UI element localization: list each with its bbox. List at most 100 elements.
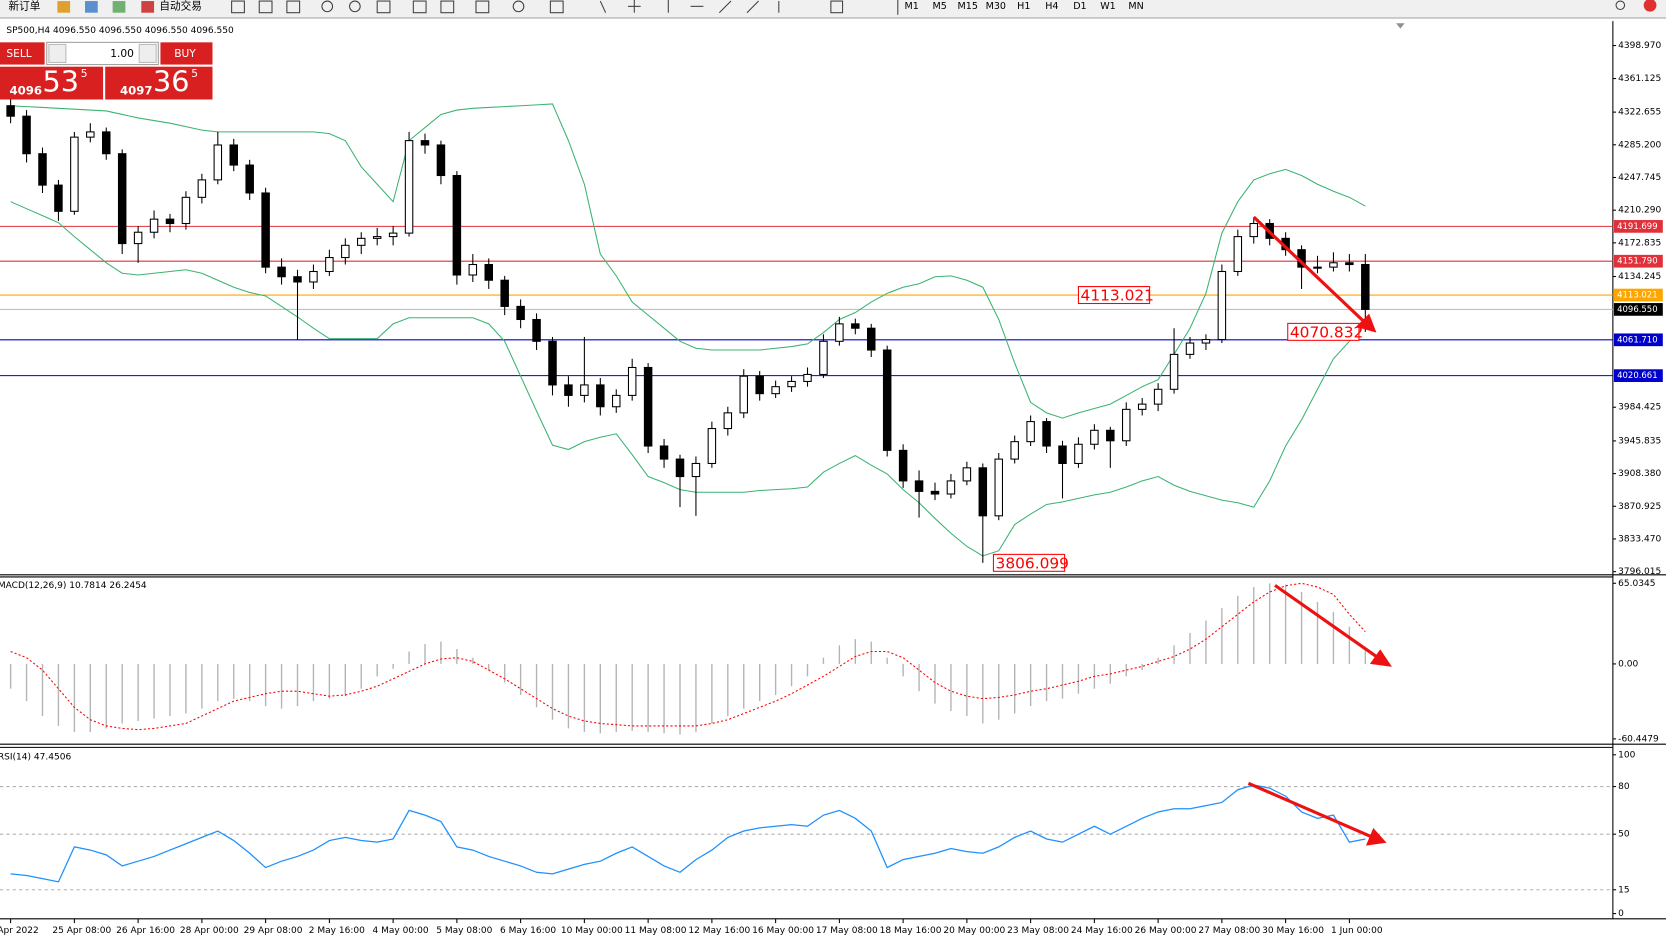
- timeframe-button[interactable]: H1: [1017, 1, 1030, 12]
- ask-box[interactable]: [105, 66, 213, 100]
- toolbar-icon[interactable]: [286, 0, 301, 14]
- candle-body: [404, 140, 414, 234]
- timeframe-button[interactable]: M5: [933, 1, 947, 12]
- candle-body: [1169, 353, 1179, 390]
- y-tick-label: 4134.245: [1618, 272, 1661, 282]
- search-icon[interactable]: [1615, 0, 1626, 11]
- buy-button[interactable]: [160, 42, 213, 65]
- candle-body: [803, 373, 812, 382]
- bid-box[interactable]: [0, 66, 104, 100]
- price-line-label-bg: [1613, 220, 1663, 233]
- x-tick-label: Apr 2022: [0, 926, 39, 936]
- sell-button[interactable]: [0, 42, 45, 65]
- candle-body: [882, 349, 892, 451]
- toolbar-icon[interactable]: [599, 0, 607, 13]
- toolbar-icon[interactable]: [412, 0, 427, 14]
- candle-body: [564, 384, 573, 396]
- candle-body: [245, 164, 254, 194]
- notification-icon[interactable]: [1643, 0, 1657, 12]
- candle-body: [70, 136, 79, 212]
- toolbar-icon[interactable]: [746, 0, 760, 14]
- toolbar-icon[interactable]: [321, 0, 334, 13]
- lot-down[interactable]: [48, 43, 67, 63]
- timeframe-button[interactable]: M15: [958, 1, 978, 12]
- candle-body: [580, 384, 589, 396]
- x-tick-label: 28 Apr 00:00: [180, 926, 239, 936]
- candle-body: [1058, 445, 1067, 464]
- trend-arrow: [1274, 584, 1381, 660]
- toolbar-icon[interactable]: [258, 0, 273, 14]
- toolbar-icon[interactable]: [349, 0, 361, 13]
- lot-value: 1.00: [110, 48, 134, 60]
- y-tick-label: 4285.200: [1618, 140, 1661, 150]
- toolbar-icon[interactable]: [549, 0, 564, 14]
- y-tick-label: 4361.125: [1618, 74, 1661, 84]
- arrow-head: [1365, 828, 1387, 846]
- candle-body: [548, 340, 557, 386]
- lot-input[interactable]: [46, 41, 159, 66]
- new-order-button[interactable]: 新订单: [9, 0, 41, 12]
- timeframe-button[interactable]: M30: [986, 1, 1006, 12]
- price-annotation-box: [1287, 322, 1360, 341]
- candle-body: [675, 458, 685, 478]
- candle-body: [914, 480, 924, 492]
- macd-label: MACD(12,26,9) 10.7814 26.2454: [0, 581, 147, 591]
- timeframe-button[interactable]: H4: [1045, 1, 1058, 12]
- bid-small: 5: [81, 68, 88, 80]
- arrow-head: [1355, 313, 1377, 333]
- x-tick-label: 18 May 16:00: [880, 926, 942, 936]
- candle-body: [452, 174, 462, 276]
- toolbar-icon[interactable]: [440, 0, 455, 14]
- x-tick-label: 2 May 16:00: [309, 926, 365, 936]
- candle-body: [516, 305, 525, 321]
- toolbar-icon[interactable]: [376, 0, 391, 14]
- candle-body: [165, 218, 175, 225]
- lot-up[interactable]: [138, 43, 157, 63]
- candle-body: [946, 480, 956, 495]
- toolbar-icon[interactable]: [512, 0, 525, 13]
- x-tick-label: 29 Apr 08:00: [244, 926, 303, 936]
- auto-trading-icon[interactable]: [141, 1, 155, 13]
- toolbar-icon[interactable]: [57, 1, 71, 13]
- timeframe-button[interactable]: W1: [1100, 1, 1116, 12]
- x-tick-label: 26 Apr 16:00: [116, 926, 175, 936]
- toolbar-icon[interactable]: [830, 0, 844, 14]
- timeframe-button[interactable]: D1: [1073, 1, 1086, 12]
- toolbar-icon[interactable]: [112, 1, 126, 13]
- auto-trading-button[interactable]: 自动交易: [159, 0, 201, 12]
- candle-body: [819, 340, 828, 375]
- toolbar-icon[interactable]: [718, 0, 732, 14]
- buy-label: BUY: [174, 48, 196, 60]
- candle-body: [117, 153, 127, 245]
- candle-body: [930, 490, 940, 495]
- toolbar-icon[interactable]: [475, 0, 490, 14]
- candle-body: [261, 192, 270, 268]
- x-tick-label: 26 May 00:00: [1135, 926, 1197, 936]
- candle-body: [787, 380, 796, 388]
- candle-body: [1090, 429, 1099, 445]
- y-tick-label: 4210.290: [1618, 206, 1661, 216]
- candle-body: [102, 131, 111, 155]
- toolbar: 新订单 自动交易: [0, 0, 1666, 19]
- candle-body: [1185, 342, 1195, 355]
- candle-body: [197, 179, 207, 198]
- candle-body: [149, 218, 159, 233]
- x-tick-label: 10 May 00:00: [561, 926, 623, 936]
- timeframe-button[interactable]: M1: [904, 1, 918, 12]
- candle-body: [851, 323, 860, 329]
- y-tick-label: 4247.745: [1618, 173, 1661, 183]
- ask-small: 5: [191, 68, 198, 80]
- y-tick-label: 3984.425: [1618, 403, 1661, 413]
- y-tick-label: 3908.380: [1618, 469, 1661, 479]
- timeframe-button[interactable]: MN: [1128, 1, 1143, 12]
- candle-body: [468, 263, 478, 276]
- candle-body: [277, 266, 286, 278]
- ask-main: 36: [153, 65, 190, 99]
- candle-body: [1249, 222, 1258, 238]
- chart-panes: [0, 21, 1666, 920]
- chart-shift-marker: [1396, 23, 1405, 29]
- toolbar-icon[interactable]: [231, 0, 245, 14]
- toolbar-icon[interactable]: [85, 1, 98, 13]
- candle-body: [484, 263, 493, 281]
